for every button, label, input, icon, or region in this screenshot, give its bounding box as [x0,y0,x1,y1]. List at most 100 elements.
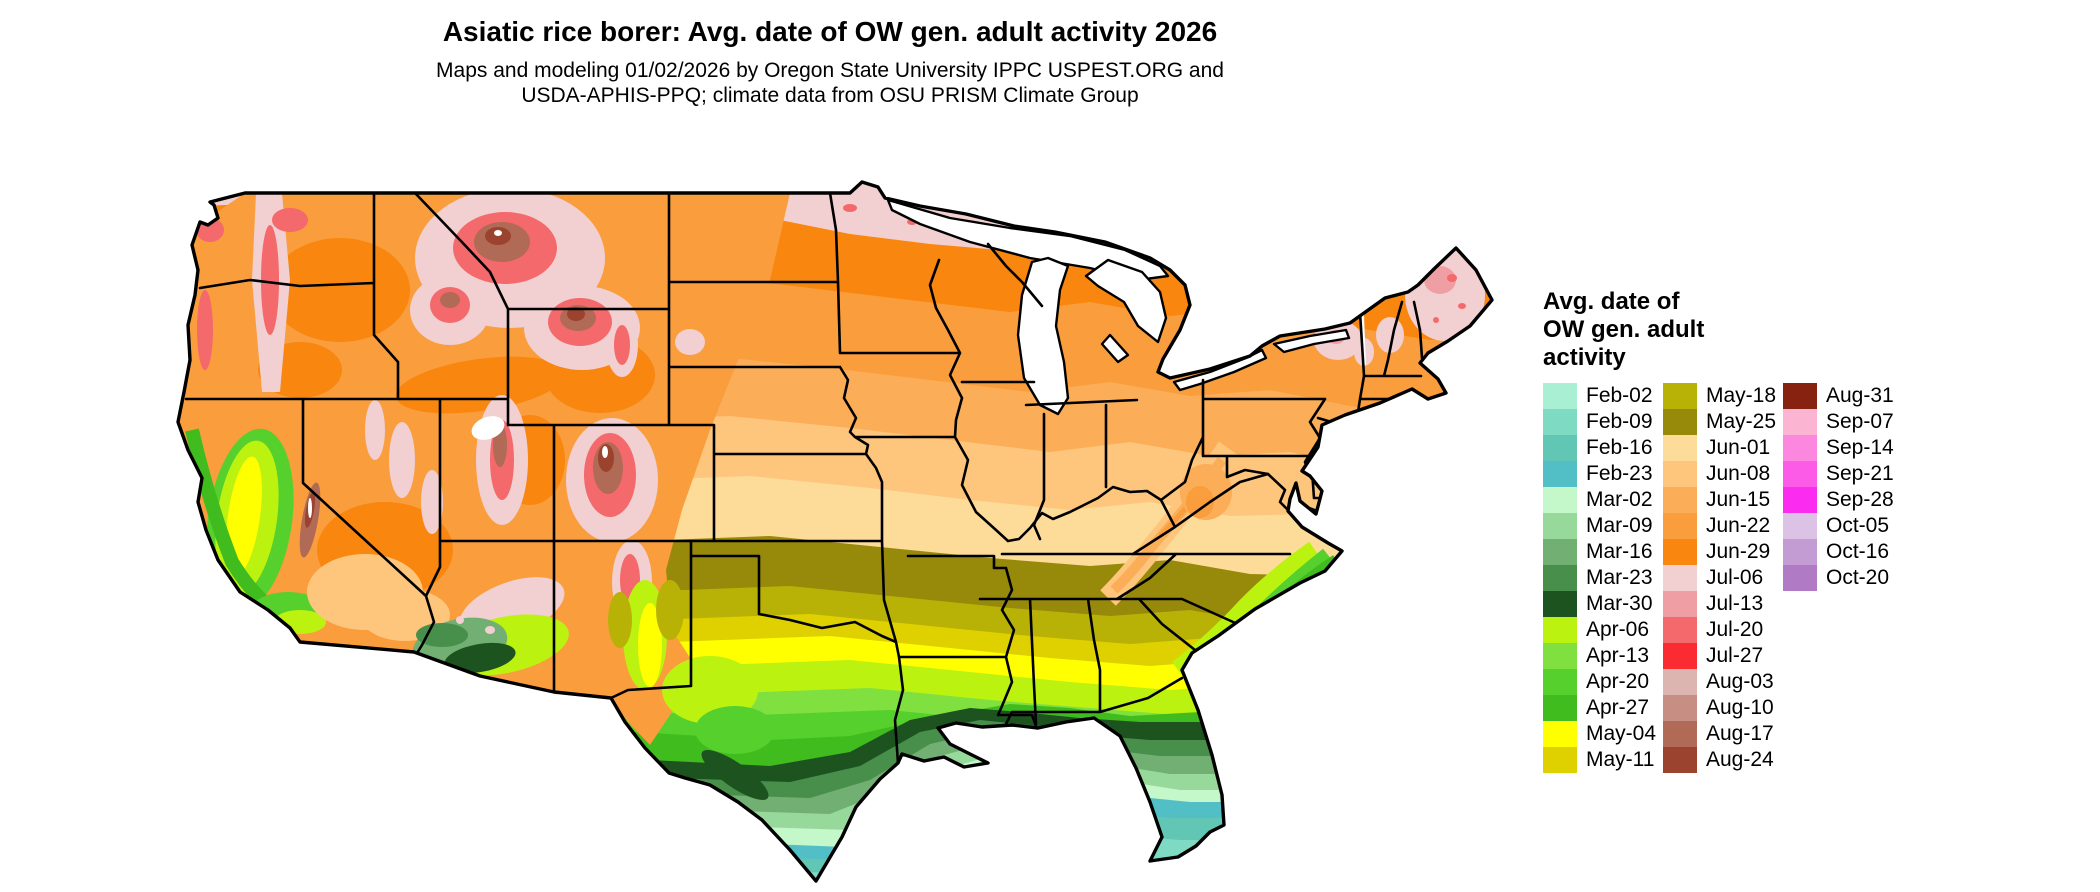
legend-entry: Jul-13 [1663,591,1783,617]
saginaw-bay [1100,333,1130,364]
legend-swatch [1543,617,1577,643]
colorado-darkbrown [598,444,614,472]
rio-grande-darkgreen [701,750,769,800]
legend-entry: Aug-17 [1663,721,1783,747]
legend-swatch [1543,721,1577,747]
legend-title-line-1: Avg. date of [1543,288,1680,315]
legend-entry-label: Mar-02 [1586,488,1653,511]
white-mountains-pink [1376,317,1404,353]
legend-entry-label: Sep-28 [1826,488,1894,511]
bighorn-red [614,325,630,365]
nm-olive-2 [608,592,632,648]
legend-swatch [1663,617,1697,643]
great-salt-lake [471,416,505,440]
legend-swatch [1663,383,1697,409]
legend-swatch [1543,435,1577,461]
legend-entry-label: Jul-20 [1706,618,1764,641]
legend-entry-label: Sep-14 [1826,436,1894,459]
nm-olive-1 [656,580,684,640]
legend-entry-label: Mar-09 [1586,514,1653,537]
legend-entry-label: Aug-17 [1706,722,1774,745]
cascade-crest-red [261,225,279,335]
subtitle-line-2: USDA-APHIS-PPQ; climate data from OSU PR… [521,84,1139,107]
legend-entry: Feb-09 [1543,409,1663,435]
legend-column-1: Feb-02 Feb-09 Feb-16 Feb-23 Mar-02 Mar-09 Mar-… [1543,383,1663,773]
mn-red-dot-1 [843,204,857,212]
legend-swatch [1663,487,1697,513]
legend-swatch [1663,409,1697,435]
legend: Avg. date of OW gen. adult activity Feb-… [1543,288,1963,773]
lake-ontario [1272,328,1351,354]
legend-title-line-3: activity [1543,344,1626,371]
legend-swatch [1543,669,1577,695]
absaroka-darkbrown [567,307,585,321]
idaho-brown [440,292,460,308]
legend-column-3: Aug-31 Sep-07 Sep-14 Sep-21 Sep-28 Oct-05 Oct-… [1783,383,1903,773]
map-raster-layers [178,182,1492,881]
legend-swatch [1783,513,1817,539]
maine-pink [1405,249,1485,341]
legend-swatch [1783,435,1817,461]
snow-peak-2 [602,446,608,458]
legend-entry-label: Apr-06 [1586,618,1650,641]
legend-entry-label: Aug-31 [1826,384,1894,407]
legend-swatch [1543,591,1577,617]
legend-entry: Jun-01 [1663,435,1783,461]
legend-entry-label: May-04 [1586,722,1657,745]
maine-red-dot-2 [1458,303,1466,309]
legend-entry-label: Feb-02 [1586,384,1653,407]
legend-entry-label: Oct-16 [1826,540,1890,563]
legend-swatch [1543,747,1577,773]
legend-entry: Apr-27 [1543,695,1663,721]
legend-entry-label: Jul-06 [1706,566,1764,589]
legend-entry-label: Apr-20 [1586,670,1650,693]
legend-entry-label: Feb-16 [1586,436,1653,459]
legend-swatch [1663,591,1697,617]
lake-huron [1084,258,1168,344]
legend-entry-label: Sep-07 [1826,410,1894,433]
legend-entry: Sep-07 [1783,409,1903,435]
legend-swatch [1663,435,1697,461]
subtitle-line-1: Maps and modeling 01/02/2026 by Oregon S… [436,59,1224,82]
legend-entry: May-25 [1663,409,1783,435]
legend-swatch [1543,539,1577,565]
legend-entry: Sep-14 [1783,435,1903,461]
legend-entry: Jun-22 [1663,513,1783,539]
legend-swatch [1663,565,1697,591]
legend-swatch [1663,513,1697,539]
lake-michigan [1016,256,1070,416]
legend-title-line-2: OW gen. adult [1543,316,1705,343]
legend-columns: Feb-02 Feb-09 Feb-16 Feb-23 Mar-02 Mar-09 Mar-… [1543,383,1963,773]
legend-entry: Mar-23 [1543,565,1663,591]
legend-swatch [1663,643,1697,669]
legend-column-2: May-18 May-25 Jun-01 Jun-08 Jun-15 Jun-22 Jun-… [1663,383,1783,773]
legend-swatch [1543,409,1577,435]
band-feb-02 [178,860,1492,881]
legend-entry-label: Oct-05 [1826,514,1890,537]
legend-entry: Mar-30 [1543,591,1663,617]
legend-entry: May-04 [1543,721,1663,747]
legend-entry-label: Apr-27 [1586,696,1650,719]
or-coast-range-red [197,290,213,370]
legend-entry: Mar-09 [1543,513,1663,539]
legend-swatch [1543,643,1577,669]
nv-range-pink-1 [389,422,415,498]
sky-island-pink-1 [485,626,495,634]
legend-entry: Jul-20 [1663,617,1783,643]
legend-swatch [1543,487,1577,513]
legend-swatch [1783,409,1817,435]
az-darkgreen [444,642,516,674]
wv-highlands-core [1186,486,1214,518]
legend-entry: Jul-06 [1663,565,1783,591]
legend-swatch [1663,539,1697,565]
legend-entry: Oct-20 [1783,565,1903,591]
legend-entry: May-18 [1663,383,1783,409]
legend-swatch [1543,565,1577,591]
legend-entry-label: Jun-22 [1706,514,1771,537]
ca-valley-yellow [226,456,262,576]
legend-entry-label: Mar-23 [1586,566,1653,589]
legend-entry: Aug-24 [1663,747,1783,773]
page-title: Asiatic rice borer: Avg. date of OW gen.… [442,16,1218,47]
page-subtitle: Maps and modeling 01/02/2026 by Oregon S… [150,58,1510,108]
